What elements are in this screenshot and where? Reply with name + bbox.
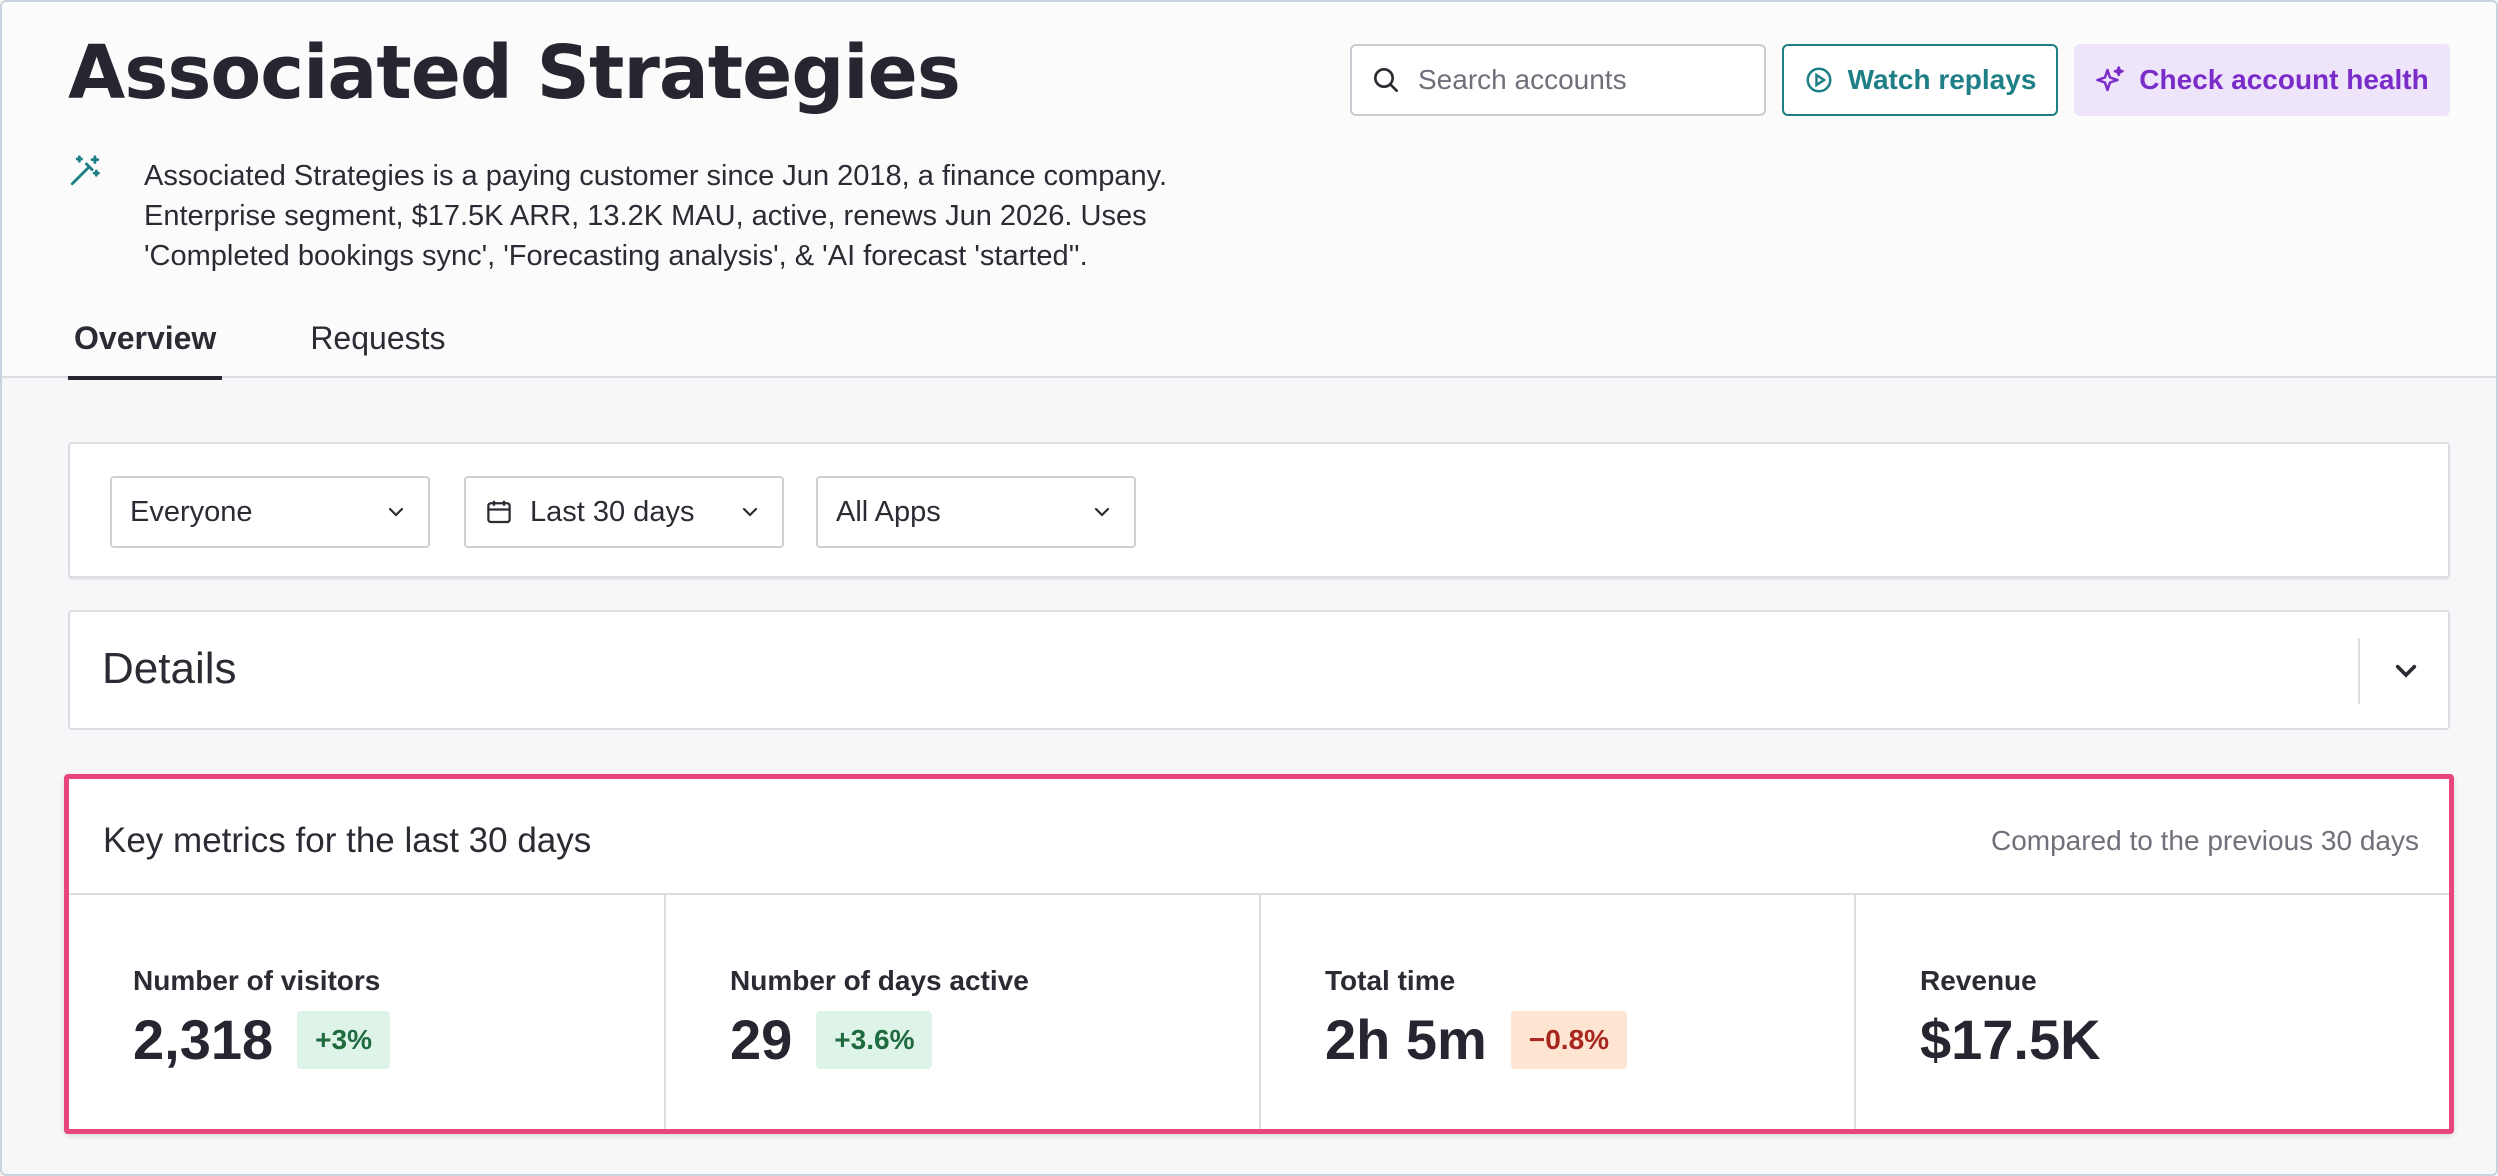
segment-select-value: Everyone <box>130 495 253 528</box>
change-badge: −0.8% <box>1510 1010 1628 1069</box>
metric-value: $17.5K <box>1920 1008 2101 1071</box>
search-input[interactable] <box>1418 64 1758 96</box>
metric-value: 29 <box>730 1008 793 1071</box>
details-section[interactable]: Details <box>68 610 2450 730</box>
chevron-down-icon[interactable] <box>2386 650 2426 690</box>
search-box[interactable] <box>1350 44 1766 116</box>
tab-bar: Overview Requests <box>68 320 452 380</box>
chevron-down-icon <box>388 507 404 517</box>
change-badge: +3.6% <box>816 1010 933 1069</box>
metric-label: Number of visitors <box>133 965 381 996</box>
metric-label: Revenue <box>1920 965 2037 996</box>
tab-overview[interactable]: Overview <box>68 320 223 380</box>
account-summary: Associated Strategies is a paying custom… <box>144 160 1168 272</box>
watch-replays-label: Watch replays <box>1847 64 2037 95</box>
details-divider <box>2358 638 2360 704</box>
segment-select[interactable]: Everyone <box>110 476 430 548</box>
date-range-select[interactable]: Last 30 days <box>464 476 784 548</box>
details-title: Details <box>102 644 237 693</box>
metric-total-time: Total time 2h 5m −0.8% <box>1259 895 1854 1129</box>
check-account-health-button[interactable]: Check account health <box>2074 44 2450 116</box>
chevron-down-icon <box>1094 507 1110 517</box>
key-metrics-header: Key metrics for the last 30 days Compare… <box>69 779 2449 895</box>
account-header: Associated Strategies Associated Strateg… <box>2 2 2496 380</box>
apps-select[interactable]: All Apps <box>816 476 1136 548</box>
key-metrics-comparison: Compared to the previous 30 days <box>1990 825 2419 856</box>
date-range-select-value: Last 30 days <box>530 495 695 528</box>
chevron-down-icon <box>742 507 758 517</box>
sparkles-icon <box>2096 66 2125 92</box>
metric-value: 2,318 <box>133 1008 274 1071</box>
metric-label: Total time <box>1325 965 1456 996</box>
metric-value: 2h 5m <box>1325 1008 1487 1071</box>
check-account-health-label: Check account health <box>2139 64 2429 95</box>
metric-days-active: Number of days active 29 +3.6% <box>664 895 1259 1129</box>
key-metrics-panel: Key metrics for the last 30 days Compare… <box>64 774 2454 1134</box>
key-metrics-title: Key metrics for the last 30 days <box>103 821 592 860</box>
play-circle-icon <box>1806 67 1832 93</box>
metric-revenue: Revenue $17.5K <box>1854 895 2449 1129</box>
change-badge: +3% <box>297 1010 390 1069</box>
page-title: Associated Strategies <box>68 30 961 116</box>
search-icon <box>1374 68 1398 92</box>
calendar-icon <box>487 500 511 524</box>
watch-replays-button[interactable]: Watch replays <box>1782 44 2058 116</box>
filter-bar: Everyone Last 30 days All Apps <box>68 442 2450 578</box>
magic-wand-icon <box>70 155 100 186</box>
metric-label: Number of days active <box>730 965 1029 996</box>
tab-requests[interactable]: Requests <box>310 320 446 356</box>
apps-select-value: All Apps <box>836 495 941 528</box>
metric-visitors: Number of visitors 2,318 +3% <box>69 895 664 1129</box>
